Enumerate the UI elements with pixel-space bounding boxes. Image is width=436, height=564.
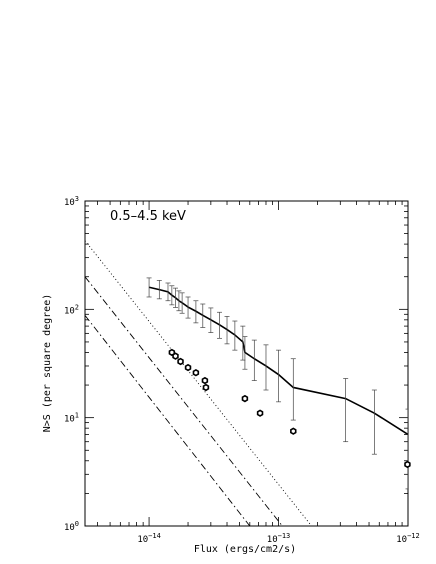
y-tick-label: 103: [64, 195, 79, 208]
axis-ticks-group: [85, 201, 408, 527]
hexagon-marker: [184, 363, 192, 372]
x-tick-label: 10−12: [396, 532, 420, 545]
hexagon-marker: [202, 383, 210, 392]
y-tick-label-exponent: 3: [75, 195, 79, 203]
energy-band-annotation: 0.5–4.5 keV: [110, 209, 186, 224]
hexagon-marker: [201, 376, 209, 385]
x-tick-label-exponent: −14: [148, 532, 161, 540]
plot-frame: [84, 200, 409, 527]
y-tick-label-base: 10: [64, 523, 75, 533]
hexagon-marker: [192, 368, 200, 377]
hexagon-marker: [290, 427, 297, 435]
y-tick-label-exponent: 1: [75, 412, 79, 420]
hexagon-marker: [177, 357, 184, 366]
hexagon-marker: [241, 394, 249, 403]
y-tick-label: 102: [64, 303, 79, 316]
data-series-group: [146, 277, 408, 490]
y-tick-label-exponent: 2: [75, 303, 79, 311]
hexagon-marker: [256, 409, 264, 417]
y-axis-label: N>S (per square degree): [42, 294, 53, 432]
x-tick-label-exponent: −13: [278, 532, 291, 540]
y-tick-label-base: 10: [64, 415, 75, 425]
hexagon-marker: [404, 460, 411, 469]
y-tick-label-exponent: 0: [75, 520, 79, 528]
y-tick-label: 100: [64, 520, 79, 533]
dash-dot-reference-line: [85, 315, 251, 526]
x-tick-label: 10−14: [137, 532, 161, 545]
x-axis-label: Flux (ergs/cm2/s): [194, 544, 296, 555]
hexagon-marker: [172, 352, 179, 360]
x-tick-label-base: 10: [267, 535, 278, 545]
plot-frame-group: [84, 200, 409, 527]
x-tick-label-exponent: −12: [407, 532, 420, 540]
dotted-reference-line: [85, 240, 312, 526]
y-tick-label-base: 10: [64, 198, 75, 208]
y-tick-label-base: 10: [64, 306, 75, 316]
x-tick-label-base: 10: [396, 535, 407, 545]
x-tick-label: 10−13: [267, 532, 291, 545]
reference-lines-group: [85, 240, 312, 526]
x-tick-label-base: 10: [137, 535, 148, 545]
marker-series-group: [168, 348, 411, 469]
y-tick-label: 101: [64, 412, 79, 425]
dash-dot-reference-line: [85, 276, 283, 526]
